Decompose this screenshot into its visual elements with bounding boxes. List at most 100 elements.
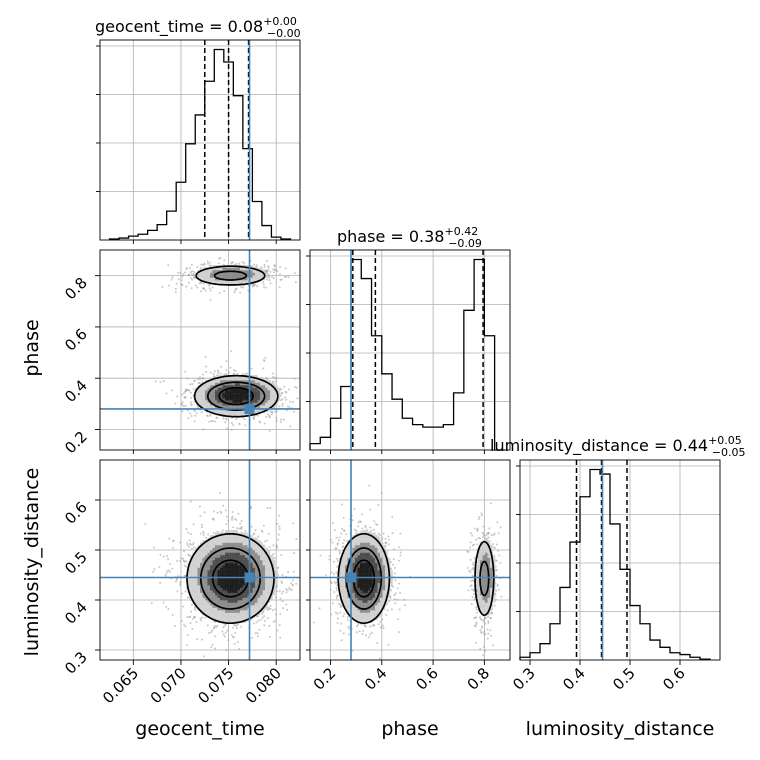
density-cell [200, 565, 203, 568]
density-cell [255, 610, 258, 613]
density-cell [242, 560, 246, 563]
sample-point [234, 369, 237, 372]
sample-point [259, 618, 262, 621]
sample-point [469, 541, 472, 544]
density-cell [250, 610, 253, 613]
density-cell [230, 585, 233, 588]
sample-point [182, 550, 185, 553]
sample-point [278, 525, 281, 528]
sample-point [469, 546, 472, 549]
density-cell [240, 392, 243, 396]
density-cell [225, 580, 228, 583]
sample-point [199, 532, 202, 535]
density-cell [250, 552, 253, 556]
density-cell [212, 550, 216, 553]
sample-point [222, 504, 225, 507]
sample-point [254, 529, 257, 532]
density-cell [235, 592, 238, 596]
density-cell [195, 590, 198, 593]
density-cell [212, 265, 216, 268]
density-cell [210, 565, 213, 568]
density-cell [240, 542, 243, 546]
density-cell [235, 580, 238, 583]
density-cell [222, 537, 226, 541]
density-cell [215, 575, 218, 578]
sample-point [474, 641, 477, 644]
density-cell [210, 590, 213, 593]
sample-point [240, 525, 243, 528]
density-cell [220, 550, 223, 553]
sample-point [186, 644, 189, 647]
sample-point [236, 527, 239, 530]
density-cell [270, 385, 273, 388]
sample-point [177, 278, 180, 281]
density-cell [262, 592, 266, 596]
density-cell [220, 410, 223, 413]
density-cell [207, 552, 211, 556]
sample-point [191, 617, 194, 620]
sample-point [216, 416, 219, 419]
density-cell [275, 387, 278, 391]
density-cell [222, 387, 226, 391]
density-cell [217, 272, 221, 276]
density-cell [212, 395, 216, 398]
density-cell [190, 572, 193, 576]
density-cell [215, 277, 218, 281]
density-cell [250, 385, 253, 388]
density-cell [212, 610, 216, 613]
density-cell [245, 562, 248, 566]
sample-point [182, 559, 185, 562]
density-cell [207, 562, 211, 566]
sample-point [235, 262, 238, 265]
density-cell [237, 600, 241, 603]
density-cell [202, 585, 206, 588]
sample-point [285, 603, 288, 606]
density-cell [240, 395, 243, 398]
sample-point [253, 284, 256, 287]
density-cell [250, 535, 253, 538]
density-cell [227, 267, 231, 271]
density-cell [227, 597, 231, 601]
density-cell [200, 275, 203, 278]
density-cell [197, 555, 201, 558]
sample-point [200, 290, 203, 293]
sample-point [212, 372, 215, 375]
sample-point [225, 369, 228, 372]
sample-point [194, 414, 197, 417]
density-cell [210, 612, 213, 616]
density-cell [252, 560, 256, 563]
sample-point [275, 380, 278, 383]
sample-point [193, 546, 196, 549]
density-cell [257, 385, 261, 388]
density-cell [237, 565, 241, 568]
density-cell [215, 280, 218, 283]
density-cell [240, 547, 243, 551]
density-cell [222, 412, 226, 416]
density-cell [240, 582, 243, 586]
density-cell [202, 275, 206, 278]
density-cell [212, 580, 216, 583]
density-cell [260, 395, 263, 398]
density-cell [250, 582, 253, 586]
density-cell [272, 562, 276, 566]
sample-point [263, 263, 266, 266]
density-cell [265, 585, 268, 588]
density-cell [225, 405, 228, 408]
density-cell [267, 385, 271, 388]
density-cell [202, 272, 206, 276]
density-cell [232, 405, 236, 408]
density-cell [217, 592, 221, 596]
density-cell [267, 585, 271, 588]
sample-point [262, 358, 265, 361]
density-cell [215, 537, 218, 541]
sample-point [185, 565, 188, 568]
density-cell [212, 382, 216, 386]
sample-point [202, 655, 205, 658]
sample-point [272, 544, 275, 547]
sample-point [262, 611, 265, 614]
density-cell [212, 410, 216, 413]
density-cell [210, 280, 213, 283]
density-cell [240, 410, 243, 413]
sample-point [291, 584, 294, 587]
density-cell [255, 542, 258, 546]
